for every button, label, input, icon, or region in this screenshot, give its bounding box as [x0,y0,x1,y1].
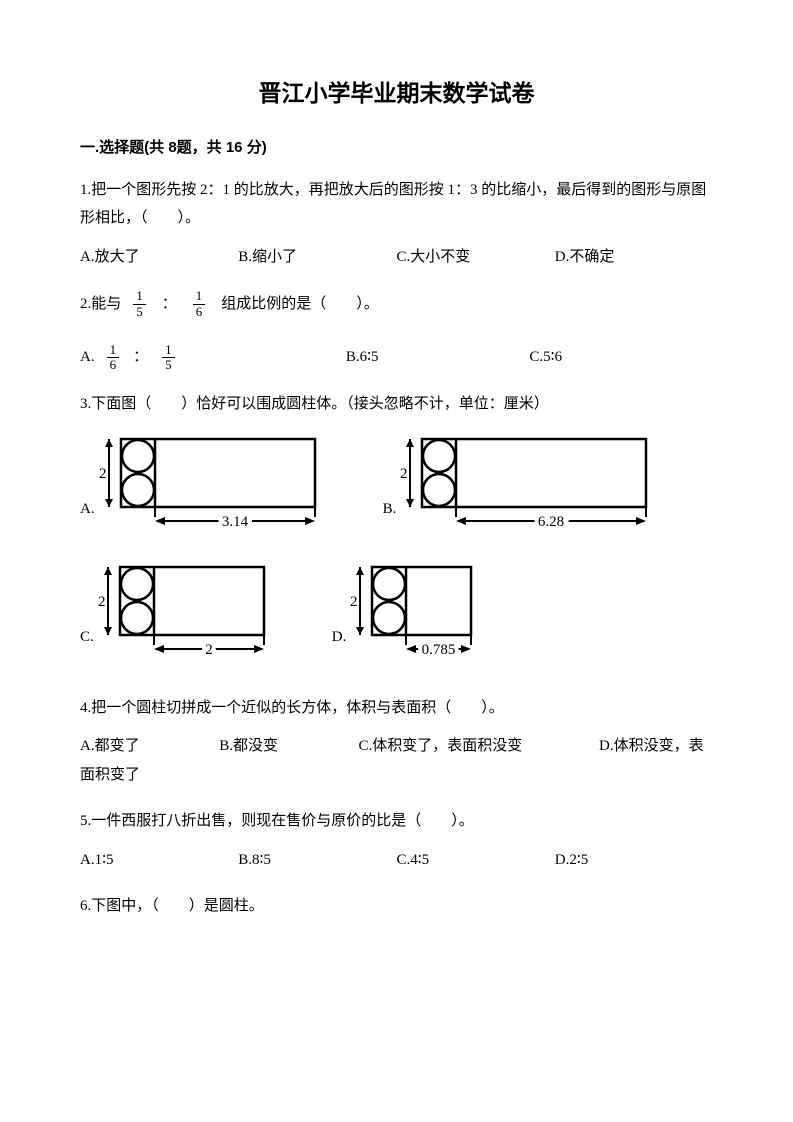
svg-text:2: 2 [98,594,106,610]
section-header: 一.选择题(共 8题，共 16 分) [80,136,713,160]
q2-frac2: 16 [193,289,206,319]
q4-opt-c: C.体积变了，表面积没变 [359,732,600,761]
q3-diagram-a: A. 23.143.14 [80,437,323,544]
q2af2n: 1 [162,343,175,358]
q2-opta-f2: 15 [162,343,175,373]
q6-text: 6.下图中，（ ）是圆柱。 [80,892,713,921]
q5-opt-d: D.2∶5 [555,846,713,875]
q2-f1d: 5 [133,305,146,319]
q1-opt-c: C.大小不变 [397,243,555,272]
q1-text: 1.把一个图形先按 2：1 的比放大，再把放大后的图形按 1：3 的比缩小，最后… [80,176,713,233]
question-3: 3.下面图（ ）恰好可以围成圆柱体。（接头忽略不计，单位：厘米） A. 2 3.1… [80,390,713,672]
svg-text:2: 2 [205,642,213,658]
q3-b-label: B. [383,495,397,524]
q3-c-svg: 222 [98,565,272,672]
q2-opta-f1: 16 [107,343,120,373]
q4-opt-a: A.都变了 [80,732,219,761]
q2-opta-colon: ： [133,343,148,372]
svg-text:2: 2 [350,594,358,610]
q3-d-label: D. [332,623,347,652]
question-4: 4.把一个圆柱切拼成一个近似的长方体，体积与表面积（ ）。 A.都变了B.都没变… [80,694,713,790]
q1-opt-a: A.放大了 [80,243,238,272]
q2-frac1: 15 [133,289,146,319]
q2-opt-b: B.6∶5 [346,343,530,372]
question-1: 1.把一个图形先按 2：1 的比放大，再把放大后的图形按 1：3 的比缩小，最后… [80,176,713,272]
q2-f2d: 6 [193,305,206,319]
q1-opt-d: D.不确定 [555,243,713,272]
q5-opt-b: B.8∶5 [238,846,396,875]
question-2: 2.能与 15 ： 16 组成比例的是（ ）。 A. 16 ： 15 B.6∶5… [80,289,713,372]
svg-text:0.785: 0.785 [422,642,456,658]
q2-colon: ： [162,290,177,319]
question-6: 6.下图中，（ ）是圆柱。 [80,892,713,921]
svg-text:6.28: 6.28 [538,514,564,530]
q2-opt-c: C.5∶6 [529,343,713,372]
q5-text: 5.一件西服打八折出售，则现在售价与原价的比是（ ）。 [80,807,713,836]
q2af1d: 6 [107,358,120,372]
q3-row2: C. 222 D. 20.7850.785 [80,565,713,672]
q3-diagram-b: B. 26.286.28 [383,437,655,544]
q2af1n: 1 [107,343,120,358]
q5-opt-c: C.4∶5 [397,846,555,875]
q1-opt-b: B.缩小了 [238,243,396,272]
q2-opta-prefix: A. [80,343,95,372]
q2-f1n: 1 [133,289,146,304]
q5-options: A.1∶5 B.8∶5 C.4∶5 D.2∶5 [80,846,713,875]
svg-text:3.14: 3.14 [221,514,248,530]
q2-f2n: 1 [193,289,206,304]
q3-a-label: A. [80,495,95,524]
q4-options: A.都变了B.都没变C.体积变了，表面积没变D.体积没变，表面积变了 [80,732,713,789]
q3-diagram-c: C. 222 [80,565,272,672]
q2-text: 2.能与 15 ： 16 组成比例的是（ ）。 [80,289,713,319]
q3-row1: A. 23.143.14 B. 26.286.28 [80,437,713,544]
q2-opt-a: A. 16 ： 15 [80,343,346,373]
q2-options: A. 16 ： 15 B.6∶5 C.5∶6 [80,343,713,373]
q1-options: A.放大了 B.缩小了 C.大小不变 D.不确定 [80,243,713,272]
exam-title: 晋江小学毕业期末数学试卷 [80,75,713,112]
q3-b-svg: 26.286.28 [400,437,654,544]
q5-opt-a: A.1∶5 [80,846,238,875]
q2-suffix: 组成比例的是（ ）。 [221,290,379,319]
q3-d-svg: 20.7850.785 [350,565,479,672]
question-5: 5.一件西服打八折出售，则现在售价与原价的比是（ ）。 A.1∶5 B.8∶5 … [80,807,713,874]
svg-text:2: 2 [99,466,107,482]
q2-prefix: 2.能与 [80,290,121,319]
q4-text: 4.把一个圆柱切拼成一个近似的长方体，体积与表面积（ ）。 [80,694,713,723]
q3-a-svg: 23.143.14 [99,437,323,544]
svg-text:2: 2 [400,466,408,482]
q3-diagram-d: D. 20.7850.785 [332,565,480,672]
q4-opt-b: B.都没变 [219,732,358,761]
q3-c-label: C. [80,623,94,652]
q3-text: 3.下面图（ ）恰好可以围成圆柱体。（接头忽略不计，单位：厘米） [80,390,713,419]
q2af2d: 5 [162,358,175,372]
